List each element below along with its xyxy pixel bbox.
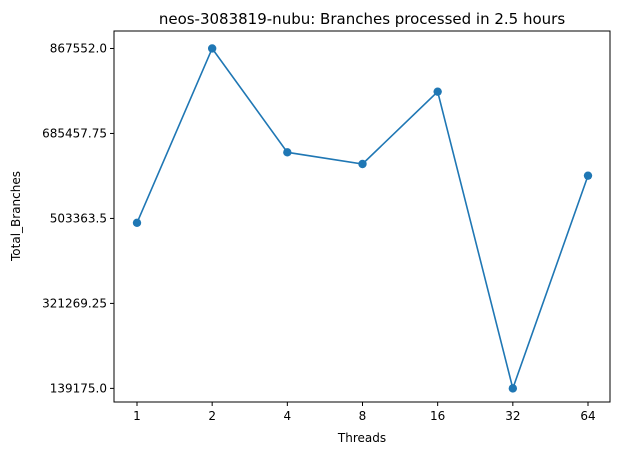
y-axis: 139175.0 321269.25 503363.5 685457.75 867552… (42, 41, 114, 395)
data-point (132, 218, 142, 227)
y-tick-label: 139175.0 (50, 381, 107, 395)
x-tick-label: 4 (284, 409, 292, 423)
y-tick-label: 503363.5 (50, 211, 107, 225)
x-axis-label: Threads (337, 431, 386, 445)
x-tick-label: 8 (359, 409, 367, 423)
x-tick-label: 32 (505, 409, 520, 423)
chart-title: neos-3083819-nubu: Branches processed in… (159, 10, 566, 28)
data-point (358, 159, 367, 169)
plot-frame (113, 30, 611, 403)
data-point (283, 148, 292, 157)
series-line (136, 46, 589, 392)
x-axis: 1 2 4 8 16 32 64 (133, 402, 596, 423)
data-point (433, 87, 442, 96)
y-tick-label: 867552.0 (50, 41, 107, 55)
data-point (583, 171, 593, 180)
x-tick-label: 64 (580, 409, 595, 423)
x-tick-label: 1 (133, 409, 141, 423)
y-axis-label: Total_Branches (9, 171, 23, 262)
x-tick-label: 2 (208, 409, 216, 423)
data-point (207, 44, 217, 53)
data-point (508, 384, 518, 393)
y-tick-label: 321269.25 (42, 296, 107, 310)
plot-area (132, 44, 593, 393)
x-tick-label: 16 (430, 409, 445, 423)
y-tick-label: 685457.75 (42, 126, 107, 140)
